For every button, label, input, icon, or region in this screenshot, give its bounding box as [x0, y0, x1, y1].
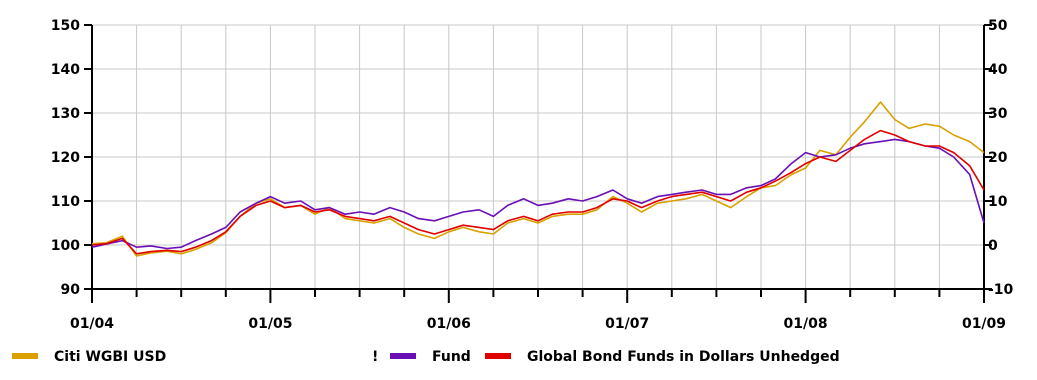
series-line-2 — [91, 138, 985, 250]
x-tick-label: 01/04 — [70, 316, 114, 332]
legend-label-2: Fund — [432, 349, 471, 365]
right-y-tick-label: 20 — [988, 150, 1008, 166]
x-tick-label: 01/07 — [605, 316, 649, 332]
left-y-tick-label: 150 — [51, 18, 80, 34]
series-line-3 — [91, 129, 985, 255]
right-y-tick-label: 50 — [988, 18, 1008, 34]
x-tick-label: 01/06 — [427, 316, 471, 332]
axes: 90 100 110 120 130 140 150 -10 0 10 20 30 40 50 01/04 0… — [51, 18, 1014, 332]
right-y-tick-label: 30 — [988, 106, 1008, 122]
legend-swatch-1 — [12, 353, 38, 359]
right-y-tick-label: 0 — [988, 238, 998, 254]
left-y-tick-label: 100 — [51, 238, 80, 254]
legend-marker: ! — [372, 349, 378, 365]
left-y-tick-label: 90 — [61, 282, 81, 298]
legend: Citi WGBI USD Fund Global Bond Funds in Do… — [12, 349, 840, 365]
right-y-tick-label: -10 — [988, 282, 1014, 298]
legend-swatch-3 — [485, 353, 511, 359]
x-tick-label: 01/05 — [248, 316, 292, 332]
legend-swatch-2 — [390, 353, 416, 359]
left-y-tick-label: 120 — [51, 150, 80, 166]
series-lines — [91, 101, 985, 257]
left-y-tick-label: 140 — [51, 62, 80, 78]
gridlines — [91, 24, 985, 290]
left-y-tick-label: 130 — [51, 106, 80, 122]
legend-label-3: Global Bond Funds in Dollars Unhedged — [527, 349, 840, 365]
right-y-tick-label: 40 — [988, 62, 1008, 78]
left-y-tick-label: 110 — [51, 194, 80, 210]
legend-label-1: Citi WGBI USD — [54, 349, 166, 365]
x-tick-label: 01/08 — [784, 316, 828, 332]
x-tick-label: 01/09 — [962, 316, 1006, 332]
right-y-tick-label: 10 — [988, 194, 1008, 210]
